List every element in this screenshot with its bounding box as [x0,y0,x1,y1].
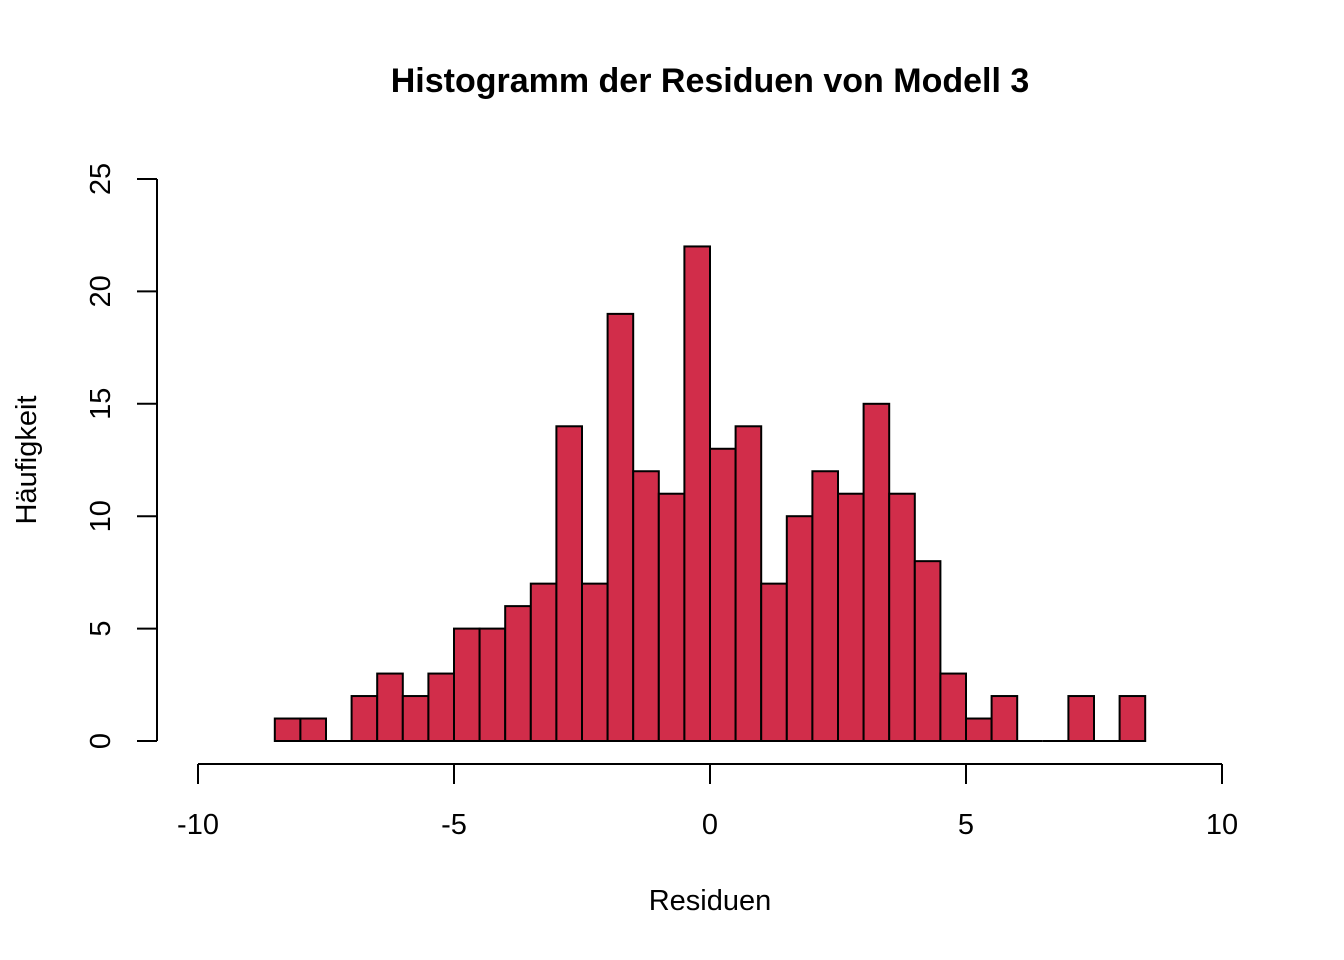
histogram-bar-8 [478,627,507,742]
histogram-bar-24 [888,492,916,742]
x-tick-label: 0 [702,809,718,841]
x-tick-label: 10 [1206,809,1238,841]
histogram-bar-18 [734,425,763,742]
histogram-bar-19 [760,582,788,743]
histogram-bar-20 [785,515,814,743]
histogram-bar-21 [811,470,840,742]
x-axis: -10 -5 0 5 10 [177,763,1238,841]
x-tick-label: -5 [441,809,467,841]
y-axis: 0 5 10 15 20 25 [85,163,158,749]
histogram-bar-23 [862,402,891,742]
histogram-bar-12 [581,582,609,743]
histogram-bar-28 [990,695,1019,742]
y-tick-label: 20 [85,275,117,307]
histogram-bar-33 [1118,695,1147,742]
histogram-bar-16 [683,245,712,742]
histogram-bar-1 [299,717,327,743]
histogram-bar-14 [632,470,660,742]
histogram-bar-7 [453,627,481,742]
histogram-bar-15 [657,492,686,742]
y-tick-label: 10 [85,500,117,532]
histogram-bar-4 [376,672,404,742]
y-tick-label: 0 [85,733,117,749]
histogram-bar-3 [350,695,379,742]
histogram-bar-25 [913,560,942,742]
histogram-bar-9 [504,605,532,742]
x-tick-label: -10 [177,809,219,841]
histogram-bar-10 [529,582,558,743]
y-tick-label: 5 [85,621,117,637]
histogram-bar-11 [555,425,584,742]
chart-title: Histogramm der Residuen von Modell 3 [391,62,1030,100]
y-tick-label: 15 [85,388,117,420]
histogram-bar-13 [606,312,635,742]
histogram-bar-6 [427,672,455,742]
histogram-bar-0 [273,717,302,743]
histogram-bar-5 [401,695,430,742]
y-tick-label: 25 [85,163,117,195]
x-tick-label: 5 [958,809,974,841]
bars-group [273,245,1147,743]
histogram-bar-31 [1067,695,1096,742]
x-axis-label: Residuen [649,885,772,917]
histogram-bar-26 [939,672,968,742]
histogram-bar-17 [709,447,737,742]
y-axis-label: Häufigkeit [11,396,43,525]
histogram-bar-27 [965,717,993,743]
histogram-bar-22 [837,492,865,742]
